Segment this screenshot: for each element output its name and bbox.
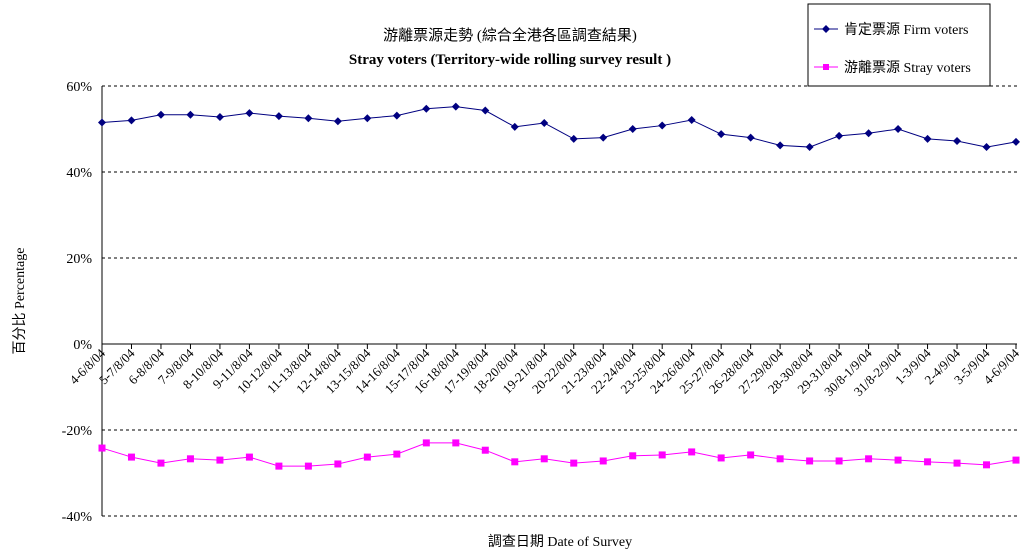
firm-point bbox=[98, 118, 106, 127]
stray-point bbox=[186, 455, 194, 463]
chart-title: 游離票源走勢 (綜合全港各區調查結果) bbox=[383, 26, 637, 44]
firm-point bbox=[894, 125, 903, 133]
firm-point bbox=[717, 130, 726, 139]
stray-point bbox=[747, 451, 755, 459]
stray-point bbox=[452, 439, 460, 447]
firm-point bbox=[569, 134, 578, 143]
stray-point bbox=[924, 458, 932, 466]
legend-firm-label: 肯定票源 Firm voters bbox=[844, 22, 968, 38]
firm-point bbox=[156, 110, 165, 119]
firm-point bbox=[451, 102, 460, 111]
stray-point bbox=[540, 455, 548, 463]
y-tick-label: 0% bbox=[73, 338, 92, 353]
stray-point bbox=[629, 452, 637, 460]
stray-point bbox=[1012, 456, 1020, 464]
y-tick-label: -20% bbox=[62, 424, 93, 439]
firm-point bbox=[923, 134, 932, 143]
stray-point bbox=[688, 448, 696, 456]
firm-point bbox=[333, 117, 342, 126]
firm-point bbox=[776, 141, 785, 150]
y-tick-label: 40% bbox=[66, 166, 92, 181]
series-line-stray bbox=[101, 442, 1017, 467]
stray-point bbox=[865, 455, 873, 463]
series-line-firm bbox=[101, 106, 1017, 148]
stray-point bbox=[334, 460, 342, 468]
stray-point bbox=[98, 444, 106, 452]
legend-stray-marker-square-icon bbox=[823, 64, 829, 70]
stray-point bbox=[599, 457, 607, 465]
stray-point bbox=[776, 455, 784, 463]
firm-point bbox=[245, 109, 254, 118]
stray-point bbox=[570, 459, 578, 467]
firm-point bbox=[363, 114, 372, 123]
legend-firm-marker-diamond-icon bbox=[822, 25, 830, 33]
stray-point bbox=[806, 457, 814, 465]
stray-point bbox=[157, 459, 165, 467]
stray-point bbox=[717, 454, 725, 462]
legend-stray-label: 游離票源 Stray voters bbox=[844, 59, 971, 76]
stray-point bbox=[245, 453, 253, 461]
firm-point bbox=[864, 129, 873, 138]
firm-point bbox=[658, 121, 667, 130]
y-tick-label: 60% bbox=[66, 80, 92, 95]
stray-point bbox=[953, 459, 961, 467]
stray-point bbox=[216, 456, 224, 464]
firm-point bbox=[982, 143, 991, 152]
firm-point bbox=[835, 131, 844, 140]
firm-point bbox=[1012, 137, 1020, 146]
stray-point bbox=[983, 461, 991, 469]
stray-point bbox=[481, 446, 489, 454]
y-axis-label: 百分比 Percentage bbox=[12, 248, 28, 355]
y-tick-label: 20% bbox=[66, 252, 92, 267]
firm-point bbox=[746, 133, 755, 142]
firm-point bbox=[510, 122, 519, 131]
firm-point bbox=[422, 104, 431, 113]
y-tick-label: -40% bbox=[62, 510, 93, 525]
firm-point bbox=[304, 114, 313, 123]
firm-point bbox=[805, 143, 814, 152]
firm-point bbox=[687, 115, 696, 124]
firm-point bbox=[186, 110, 195, 119]
stray-point bbox=[363, 453, 371, 461]
stray-point bbox=[835, 457, 843, 465]
stray-point bbox=[127, 453, 135, 461]
stray-point bbox=[658, 451, 666, 459]
firm-point bbox=[392, 111, 401, 120]
firm-point bbox=[127, 116, 136, 125]
chart-subtitle: Stray voters (Territory-wide rolling sur… bbox=[349, 52, 671, 68]
stray-point bbox=[894, 456, 902, 464]
firm-point bbox=[628, 125, 637, 133]
firm-point bbox=[540, 118, 549, 127]
legend-box bbox=[807, 3, 991, 87]
stray-point bbox=[422, 439, 430, 447]
stray-point bbox=[393, 450, 401, 458]
firm-point bbox=[215, 112, 224, 121]
legend: 肯定票源 Firm voters 游離票源 Stray voters bbox=[807, 3, 991, 87]
x-axis-label: 調查日期 Date of Survey bbox=[488, 534, 632, 550]
stray-point bbox=[275, 462, 283, 470]
firm-point bbox=[274, 112, 283, 121]
firm-point bbox=[953, 137, 962, 146]
firm-point bbox=[599, 133, 608, 142]
stray-point bbox=[304, 462, 312, 470]
firm-point bbox=[481, 106, 490, 115]
stray-point bbox=[511, 458, 519, 466]
